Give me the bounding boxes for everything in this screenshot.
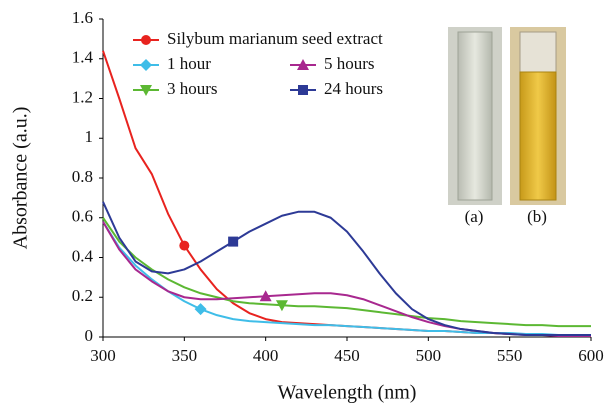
y-tick-label: 0.4	[72, 246, 94, 265]
series-line	[102, 221, 591, 338]
marker	[194, 303, 207, 316]
legend-label: 5 hours	[324, 54, 375, 73]
x-tick-label: 500	[416, 346, 442, 365]
x-tick-label: 600	[578, 346, 604, 365]
x-tick-label: 550	[497, 346, 523, 365]
marker	[228, 236, 239, 247]
y-tick-label: 0.8	[72, 167, 93, 186]
legend-label: 3 hours	[167, 79, 218, 98]
marker	[259, 290, 272, 302]
legend-label: Silybum marianum seed extract	[167, 29, 383, 48]
marker	[275, 300, 288, 312]
marker	[140, 85, 152, 96]
y-tick-label: 1	[85, 127, 94, 146]
y-axis-title: Absorbance (a.u.)	[10, 107, 32, 250]
x-axis-title: Wavelength (nm)	[278, 382, 417, 404]
inset-photos	[448, 27, 566, 205]
marker	[298, 85, 308, 95]
y-tick-label: 1.6	[72, 8, 93, 27]
x-tick-label: 300	[90, 346, 116, 365]
y-tick-label: 1.2	[72, 87, 93, 106]
cuvette-b-top	[519, 31, 557, 73]
x-tick-label: 450	[334, 346, 360, 365]
series-line	[102, 217, 591, 328]
series-line	[102, 201, 591, 337]
x-tick-label: 400	[253, 346, 279, 365]
legend-label: 1 hour	[167, 54, 211, 73]
annotation: (a)	[465, 207, 484, 226]
annotation: (b)	[527, 207, 547, 226]
marker	[140, 59, 152, 71]
marker	[179, 240, 190, 251]
x-tick-label: 350	[172, 346, 198, 365]
cuvette-b-liquid	[519, 71, 557, 201]
cuvette-a	[457, 31, 493, 201]
legend-label: 24 hours	[324, 79, 383, 98]
y-tick-label: 0	[85, 326, 94, 345]
marker	[141, 35, 151, 45]
y-tick-label: 0.2	[72, 286, 93, 305]
y-tick-label: 0.6	[72, 207, 93, 226]
series-line	[102, 221, 591, 337]
y-tick-label: 1.4	[72, 48, 94, 67]
marker	[297, 59, 309, 70]
